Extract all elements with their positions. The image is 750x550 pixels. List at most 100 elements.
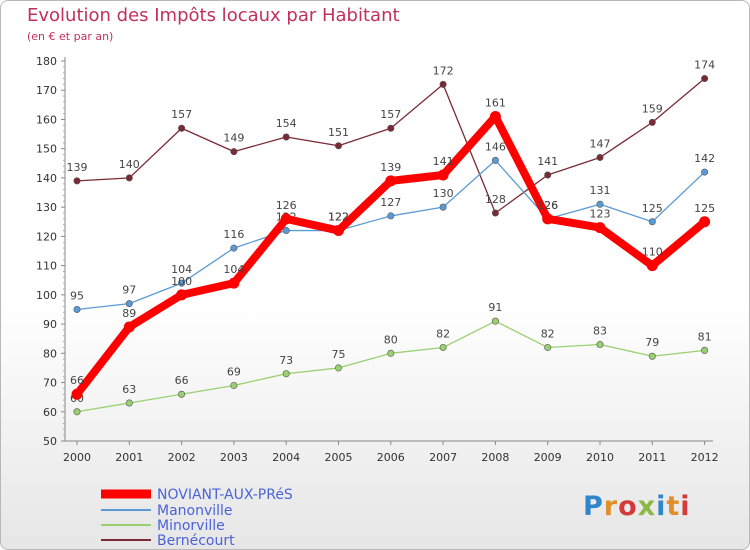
data-label: 146	[485, 140, 506, 153]
y-tick-label: 130	[36, 201, 57, 214]
legend-label: Bernécourt	[157, 533, 235, 549]
y-tick-label: 110	[36, 260, 57, 273]
logo-letter: t	[666, 491, 681, 522]
data-label: 73	[279, 354, 293, 367]
data-label: 89	[122, 307, 136, 320]
data-label: 66	[175, 374, 189, 387]
data-label: 63	[122, 383, 136, 396]
y-tick-label: 100	[36, 289, 57, 302]
data-point	[491, 317, 499, 325]
data-point	[176, 289, 188, 301]
data-point	[73, 408, 81, 416]
data-label: 126	[276, 199, 297, 212]
data-point	[125, 399, 133, 407]
data-point	[282, 370, 290, 378]
data-point	[594, 222, 606, 234]
logo-letter: i	[680, 491, 691, 522]
data-label: 157	[171, 108, 192, 121]
data-label: 91	[488, 301, 502, 314]
chart-title: Evolution des Impôts locaux par Habitant	[27, 5, 400, 26]
data-label: 140	[119, 158, 140, 171]
data-point	[73, 305, 81, 313]
data-point	[701, 168, 709, 176]
data-point	[542, 213, 554, 225]
x-tick-label: 2003	[220, 451, 248, 464]
data-point	[385, 175, 397, 187]
data-point	[282, 133, 290, 141]
y-tick-label: 120	[36, 230, 57, 243]
data-point	[387, 212, 395, 220]
data-label: 161	[485, 97, 506, 110]
data-label: 75	[332, 348, 346, 361]
data-point	[230, 381, 238, 389]
data-label: 174	[694, 59, 715, 72]
data-point	[701, 75, 709, 83]
x-tick-label: 2007	[429, 451, 457, 464]
data-label: 100	[171, 275, 192, 288]
data-point	[596, 341, 604, 349]
y-tick-label: 70	[43, 377, 57, 390]
x-tick-label: 2009	[534, 451, 562, 464]
y-tick-label: 60	[43, 406, 57, 419]
y-tick-label: 80	[43, 347, 57, 360]
logo-letter: x	[637, 491, 657, 522]
data-point	[699, 216, 711, 228]
data-label: 141	[537, 155, 558, 168]
data-label: 116	[223, 228, 244, 241]
data-point	[178, 279, 186, 287]
data-label: 123	[590, 208, 611, 221]
data-label: 83	[593, 325, 607, 338]
data-label: 142	[694, 152, 715, 165]
data-label: 82	[541, 327, 555, 340]
x-tick-label: 2005	[325, 451, 353, 464]
data-label: 122	[328, 211, 349, 224]
data-label: 157	[380, 108, 401, 121]
data-label: 139	[67, 161, 88, 174]
data-label: 139	[380, 161, 401, 174]
logo-letter: i	[656, 491, 667, 522]
data-point	[333, 225, 344, 237]
data-point	[489, 111, 501, 123]
data-label: 110	[642, 246, 663, 259]
data-point	[544, 171, 552, 179]
data-label: 82	[436, 327, 450, 340]
data-label: 149	[223, 132, 244, 145]
data-point	[439, 80, 447, 88]
data-point	[71, 388, 83, 400]
data-point	[280, 213, 292, 225]
chart-subtitle: (en € et par an)	[27, 30, 114, 43]
data-point	[230, 148, 238, 156]
data-label: 125	[642, 202, 663, 215]
y-tick-label: 140	[36, 172, 57, 185]
data-point	[439, 343, 447, 351]
data-label: 80	[384, 333, 398, 346]
data-point	[282, 227, 290, 235]
data-label: 127	[380, 196, 401, 209]
data-point	[648, 352, 656, 360]
data-point	[387, 349, 395, 357]
data-point	[178, 124, 186, 132]
data-point	[334, 142, 342, 150]
data-point	[491, 156, 499, 164]
x-tick-label: 2004	[272, 451, 300, 464]
data-label: 128	[485, 193, 506, 206]
data-point	[178, 390, 186, 398]
proxiti-logo: Proxiti	[583, 491, 691, 522]
y-tick-label: 50	[43, 435, 57, 448]
data-label: 151	[328, 126, 349, 139]
data-point	[437, 169, 449, 181]
y-tick-label: 160	[36, 113, 57, 126]
data-point	[596, 200, 604, 208]
data-label: 126	[537, 199, 558, 212]
data-point	[646, 260, 658, 272]
x-tick-label: 2012	[691, 451, 719, 464]
x-tick-label: 2010	[586, 451, 614, 464]
data-point	[125, 174, 133, 182]
y-tick-label: 170	[36, 84, 57, 97]
data-label: 141	[433, 155, 454, 168]
data-label: 66	[70, 374, 84, 387]
data-point	[73, 177, 81, 185]
legend-label: Manonville	[157, 503, 233, 519]
